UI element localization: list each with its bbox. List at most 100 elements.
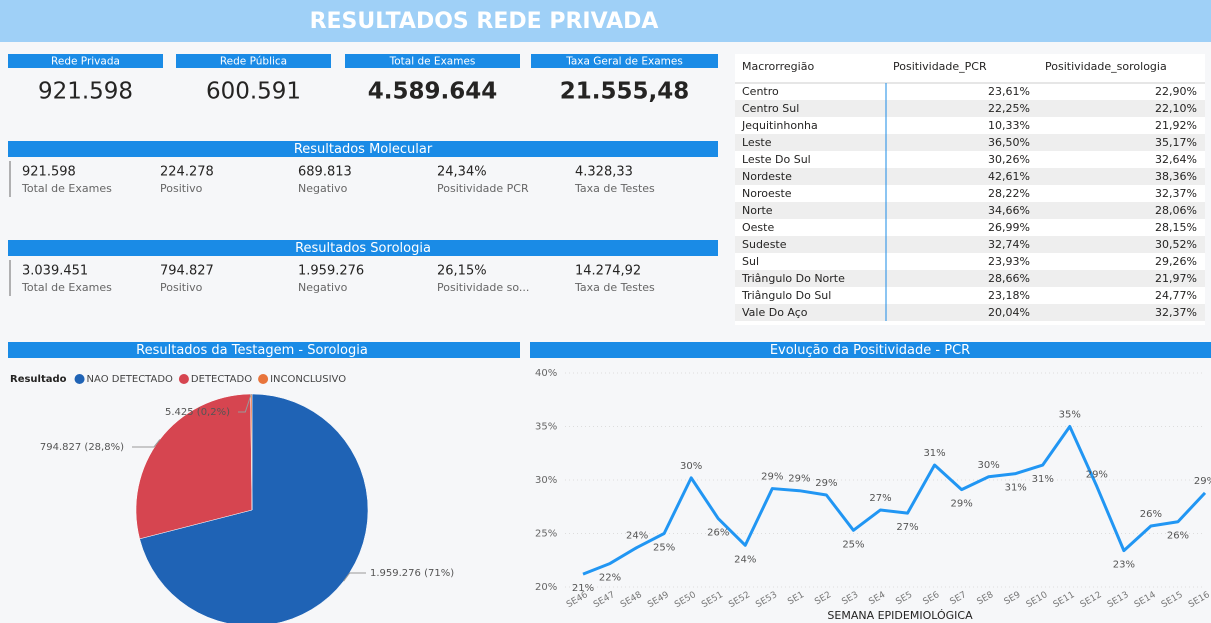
section-label: Total de Exames (21, 281, 112, 294)
table-cell: Noroeste (742, 187, 792, 200)
x-axis-title: SEMANA EPIDEMIOLÓGICA (827, 609, 973, 622)
leader-line (132, 439, 161, 448)
table-cell: 42,61% (988, 170, 1030, 183)
data-label: 27% (896, 522, 918, 533)
chart-title-bar (530, 342, 1211, 358)
kpi-label-bar (531, 54, 718, 68)
legend-marker (258, 374, 269, 384)
section-value: 26,15% (437, 264, 487, 279)
y-tick-label: 30% (535, 475, 557, 486)
table-cell: 38,36% (1155, 170, 1197, 183)
table-row-band (735, 304, 1205, 321)
table-cell: Nordeste (742, 170, 792, 183)
section-bar (8, 141, 718, 157)
kpi-value: 21.555,48 (560, 79, 690, 105)
table-cell: Vale Do Aço (742, 306, 808, 319)
table-cell: 22,25% (988, 102, 1030, 115)
section-label: Negativo (298, 281, 348, 294)
table-cell: 21,92% (1155, 119, 1197, 132)
data-label: 23% (1113, 560, 1135, 571)
table-cell: 32,37% (1155, 306, 1197, 319)
section-label: Total de Exames (21, 182, 112, 195)
legend-marker (178, 374, 189, 384)
pie-slice (135, 393, 253, 540)
legend-label: DETECTADO (191, 374, 252, 385)
table-cell: 10,33% (988, 119, 1030, 132)
kpi-value: 921.598 (38, 79, 133, 105)
table-cell: 21,97% (1155, 272, 1197, 285)
section-value: 794.827 (160, 264, 214, 279)
data-label: 29% (1194, 476, 1211, 487)
table-cell: Norte (742, 204, 773, 217)
chart-title: Resultados da Testagem - Sorologia (136, 343, 368, 358)
table-cell: Sul (742, 255, 759, 268)
table-header: Macrorregião (742, 60, 814, 73)
data-label: 25% (653, 543, 675, 554)
y-tick-label: 40% (535, 368, 557, 379)
section-title: Resultados Sorologia (295, 241, 431, 256)
data-label: 29% (950, 499, 972, 510)
kpi-label: Total de Exames (389, 56, 476, 68)
line (582, 425, 1207, 576)
chart-title-bar (8, 342, 520, 358)
data-label: 29% (1086, 469, 1108, 480)
table-cell: 28,22% (988, 187, 1030, 200)
section-label: Taxa de Testes (574, 182, 655, 195)
table-cell: 22,10% (1155, 102, 1197, 115)
table-cell: Oeste (742, 221, 774, 234)
table-cell: 28,66% (988, 272, 1030, 285)
section-value: 921.598 (22, 165, 76, 180)
section-label: Positividade PCR (437, 182, 529, 195)
section-value: 3.039.451 (22, 264, 88, 279)
kpi-value: 4.589.644 (368, 79, 498, 105)
data-label: 29% (815, 478, 837, 489)
data-label: 35% (1059, 410, 1081, 421)
table-row-band (735, 100, 1205, 117)
kpi-label-bar (8, 54, 163, 68)
header-title: RESULTADOS REDE PRIVADA (310, 9, 659, 34)
table-cell: 29,26% (1155, 255, 1197, 268)
leader-line (238, 393, 252, 413)
table-cell: Centro Sul (742, 102, 799, 115)
section-label: Positivo (160, 281, 203, 294)
section-label: Positividade so... (437, 281, 529, 294)
kpi-label: Rede Privada (51, 56, 120, 68)
data-label: 22% (599, 572, 621, 583)
table-cell: 35,17% (1155, 136, 1197, 149)
table-header: Positividade_sorologia (1045, 60, 1167, 73)
y-tick-label: 20% (535, 582, 557, 593)
table-cell: 34,66% (988, 204, 1030, 217)
data-label: 31% (1005, 483, 1027, 494)
kpi-label-bar (176, 54, 331, 68)
y-tick-label: 25% (535, 529, 557, 540)
table-cell: Triângulo Do Norte (741, 272, 845, 285)
table-cell: 24,77% (1155, 289, 1197, 302)
data-label: 21% (572, 583, 594, 594)
table-cell: 32,64% (1155, 153, 1197, 166)
legend-title: Resultado (10, 374, 67, 385)
table-cell: 30,52% (1155, 238, 1197, 251)
data-label: 25% (842, 539, 864, 550)
table-row-band (735, 270, 1205, 287)
table-cell: 23,93% (988, 255, 1030, 268)
table-cell: 32,74% (988, 238, 1030, 251)
data-label: 29% (788, 474, 810, 485)
table-header: Positividade_PCR (893, 60, 987, 73)
table-cell: 30,26% (988, 153, 1030, 166)
section-label: Taxa de Testes (574, 281, 655, 294)
section-value: 24,34% (437, 165, 487, 180)
data-label: 26% (707, 528, 729, 539)
legend-label: INCONCLUSIVO (270, 374, 346, 385)
table-row-band (735, 168, 1205, 185)
header-bar (0, 0, 1211, 42)
table-cell: Leste (742, 136, 772, 149)
section-value: 1.959.276 (298, 264, 364, 279)
section-bar (8, 240, 718, 256)
data-label: 26% (1167, 531, 1189, 542)
table-cell: 32,37% (1155, 187, 1197, 200)
section-value: 689.813 (298, 165, 352, 180)
kpi-label: Rede Pública (220, 56, 287, 68)
data-label: 27% (869, 493, 891, 504)
data-label: 30% (680, 461, 702, 472)
